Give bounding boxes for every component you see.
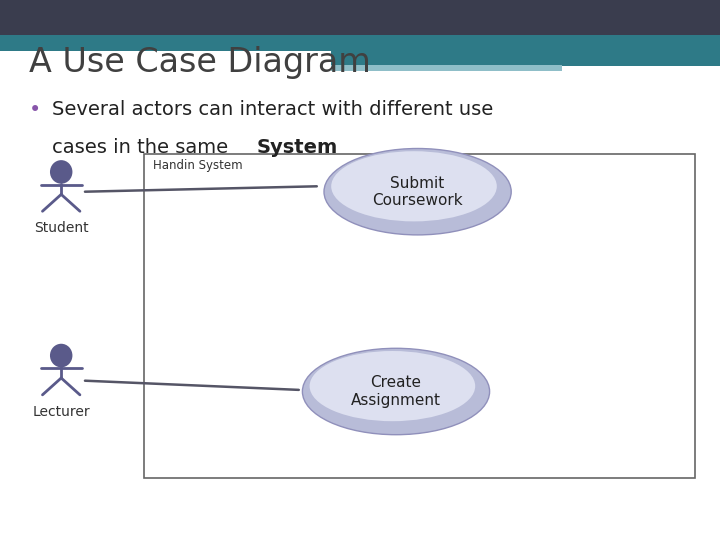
Ellipse shape xyxy=(50,160,73,184)
Ellipse shape xyxy=(324,148,511,235)
Text: Student: Student xyxy=(34,221,89,235)
FancyBboxPatch shape xyxy=(0,0,720,35)
Ellipse shape xyxy=(310,351,475,421)
Text: Handin System: Handin System xyxy=(153,159,242,172)
FancyBboxPatch shape xyxy=(144,154,695,478)
Text: Lecturer: Lecturer xyxy=(32,404,90,418)
Text: cases in the same: cases in the same xyxy=(52,138,234,157)
Text: •: • xyxy=(29,100,41,120)
FancyBboxPatch shape xyxy=(331,65,562,71)
Text: Several actors can interact with different use: Several actors can interact with differe… xyxy=(52,100,493,119)
Text: Submit
Coursework: Submit Coursework xyxy=(372,176,463,208)
Text: System: System xyxy=(257,138,338,157)
Ellipse shape xyxy=(302,348,490,435)
FancyBboxPatch shape xyxy=(331,51,720,66)
Text: A Use Case Diagram: A Use Case Diagram xyxy=(29,46,371,79)
Text: Create
Assignment: Create Assignment xyxy=(351,375,441,408)
FancyBboxPatch shape xyxy=(0,35,720,51)
Ellipse shape xyxy=(50,344,73,367)
Ellipse shape xyxy=(331,151,497,221)
